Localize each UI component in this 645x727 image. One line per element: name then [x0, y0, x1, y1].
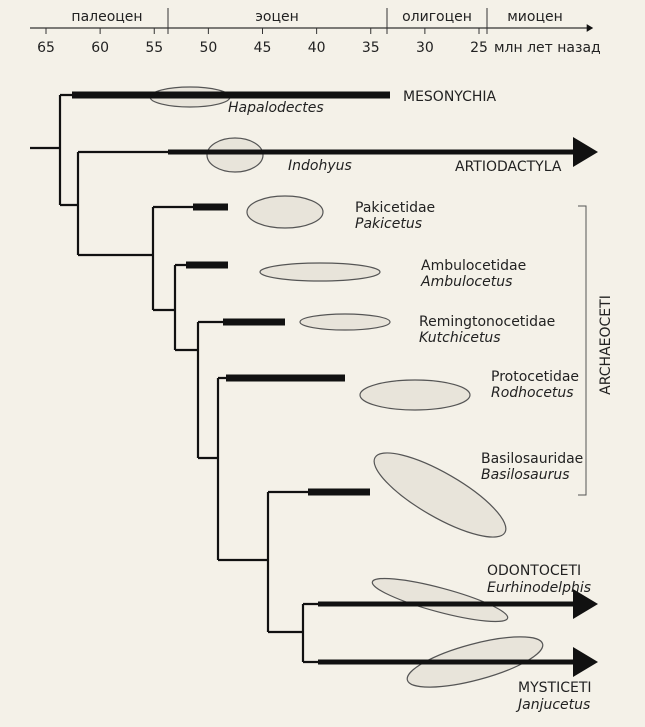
group-label: Basilosauridae [481, 451, 583, 467]
labels: MESONYCHIA Hapalodectes ARTIODACTYLA Ind… [228, 89, 614, 713]
tick-label: 35 [362, 40, 380, 56]
genus-label: Janjucetus [515, 697, 590, 713]
epoch-label: олигоцен [402, 9, 472, 25]
group-label: Protocetidae [491, 369, 579, 385]
group-label: Remingtonocetidae [419, 314, 555, 330]
group-label: Ambulocetidae [421, 258, 526, 274]
tick-label: 45 [254, 40, 272, 56]
genus-label: Hapalodectes [228, 100, 324, 116]
clade-label: ARCHAEOCETI [598, 295, 614, 395]
genus-label: Eurhinodelphis [487, 580, 591, 596]
group-label: ARTIODACTYLA [455, 159, 562, 175]
tree [30, 91, 598, 677]
tick-label: 60 [91, 40, 109, 56]
tick-label: 40 [308, 40, 326, 56]
time-axis: палеоцен эоцен олигоцен миоцен млн лет н… [30, 8, 601, 56]
genus-label: Basilosaurus [481, 467, 570, 483]
epoch-label: палеоцен [71, 9, 142, 25]
axis-unit: млн лет назад [494, 40, 601, 56]
epoch-label: эоцен [255, 9, 299, 25]
tick-label: 30 [416, 40, 434, 56]
tick-label: 50 [199, 40, 217, 56]
epoch-label: миоцен [507, 9, 563, 25]
tick-label: 25 [470, 40, 488, 56]
tick-label: 65 [37, 40, 55, 56]
genus-label: Pakicetus [355, 216, 422, 232]
genus-label: Indohyus [288, 158, 352, 174]
genus-label: Kutchicetus [419, 330, 501, 346]
group-label: ODONTOCETI [487, 563, 581, 579]
group-label: MYSTICETI [518, 680, 592, 696]
tick-label: 55 [145, 40, 163, 56]
group-label: MESONYCHIA [403, 89, 497, 105]
genus-label: Rodhocetus [491, 385, 574, 401]
genus-label: Ambulocetus [420, 274, 512, 290]
group-label: Pakicetidae [355, 200, 435, 216]
